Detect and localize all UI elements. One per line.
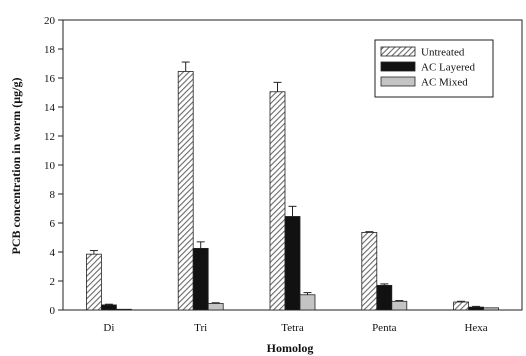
- legend-label: AC Layered: [421, 62, 476, 74]
- bar: [376, 284, 393, 311]
- bar: [361, 232, 378, 311]
- y-tick-label: 14: [44, 102, 56, 114]
- legend-label: AC Mixed: [421, 77, 468, 89]
- x-tick-label: Tetra: [281, 322, 304, 334]
- legend-swatch: [380, 76, 416, 87]
- bar: [269, 91, 286, 311]
- bar: [299, 294, 316, 311]
- x-tick-label: Penta: [372, 322, 397, 334]
- y-axis-ticks: 0 2 4 6 8 10 12 14 16 18 20: [44, 15, 63, 317]
- x-axis-title: Homolog: [267, 341, 314, 355]
- bar: [177, 71, 194, 311]
- y-tick-label: 6: [50, 218, 56, 230]
- y-tick-label: 20: [44, 15, 56, 27]
- legend: Untreated AC Layered AC Mixed: [374, 39, 494, 98]
- x-tick-label: Hexa: [464, 322, 487, 334]
- y-tick-label: 10: [44, 160, 56, 172]
- bar: [101, 304, 117, 311]
- bar: [207, 303, 224, 311]
- y-tick-label: 4: [50, 247, 56, 259]
- bar: [391, 300, 408, 311]
- bars: [86, 61, 500, 311]
- legend-swatch: [380, 61, 416, 72]
- bar: [86, 253, 102, 311]
- y-tick-label: 12: [44, 131, 55, 143]
- legend-label: Untreated: [421, 47, 465, 59]
- y-tick-label: 8: [50, 189, 56, 201]
- bar: [468, 306, 485, 311]
- y-tick-label: 18: [44, 44, 56, 56]
- bar: [453, 301, 470, 311]
- bar: [483, 307, 500, 311]
- x-tick-label: Di: [103, 322, 114, 334]
- x-tick-label: Tri: [194, 322, 207, 334]
- x-axis-ticks: Di Tri Tetra Penta Hexa: [103, 322, 487, 334]
- y-axis-title: PCB concentration in worm (µg/g): [9, 78, 23, 255]
- bar: [192, 247, 209, 311]
- y-tick-label: 0: [50, 305, 56, 317]
- bar: [284, 216, 301, 311]
- y-tick-label: 16: [44, 73, 56, 85]
- y-tick-label: 2: [50, 276, 56, 288]
- bar: [116, 308, 132, 311]
- legend-swatch: [380, 46, 416, 57]
